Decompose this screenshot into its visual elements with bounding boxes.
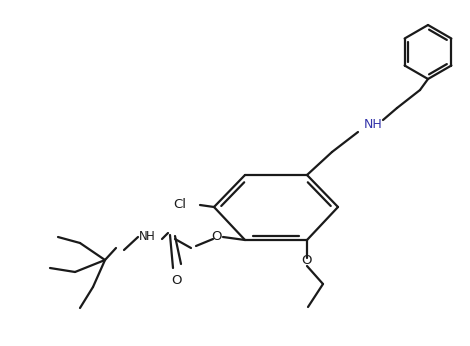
Text: O: O <box>172 273 182 286</box>
Text: O: O <box>302 255 312 267</box>
Text: N: N <box>139 230 148 244</box>
Text: H: H <box>146 229 154 243</box>
Text: O: O <box>212 230 222 244</box>
Text: NH: NH <box>364 118 383 131</box>
Text: Cl: Cl <box>173 199 186 211</box>
